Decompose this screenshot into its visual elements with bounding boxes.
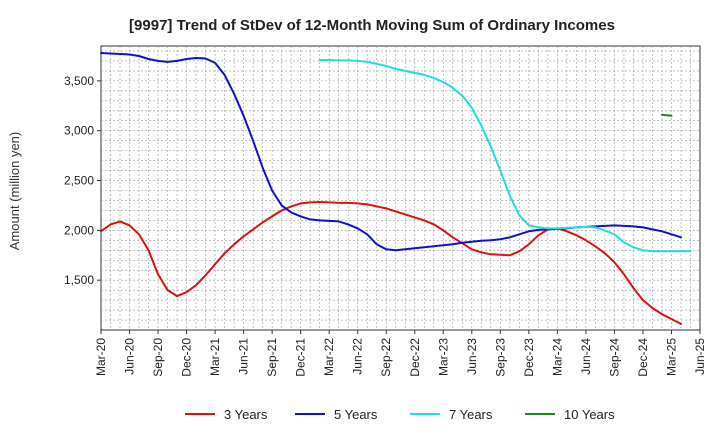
series-layer: [100, 52, 692, 325]
x-tick-label: Jun-20: [123, 338, 137, 375]
legend: 3 Years 5 Years 7 Years 10 Years: [185, 407, 615, 422]
y-tick-label: 3,000: [64, 124, 94, 138]
series-line-7-years: [318, 59, 692, 253]
legend-label: 10 Years: [564, 407, 615, 422]
legend-label: 5 Years: [334, 407, 378, 422]
x-tick-label: Dec-24: [636, 338, 650, 377]
x-tick-label: Dec-23: [522, 338, 536, 377]
x-tick-label: Sep-23: [493, 338, 507, 377]
x-tick-label: Mar-23: [436, 338, 450, 376]
chart-title: [9997] Trend of StDev of 12-Month Moving…: [129, 17, 615, 34]
x-tick-label: Jun-22: [351, 338, 365, 375]
legend-label: 3 Years: [224, 407, 268, 422]
y-tick-label: 2,000: [64, 223, 94, 237]
legend-item-7-years: 7 Years: [410, 407, 493, 422]
x-tick-label: Sep-24: [607, 338, 621, 377]
x-tick-label: Jun-25: [693, 338, 707, 375]
legend-item-10-years: 10 Years: [525, 407, 615, 422]
x-tick-label: Jun-24: [579, 338, 593, 375]
y-tick-label: 2,500: [64, 174, 94, 188]
legend-item-3-years: 3 Years: [185, 407, 268, 422]
x-tick-label: Mar-21: [208, 338, 222, 376]
y-axis-label: Amount (million yen): [7, 132, 22, 251]
x-tick-label: Mar-20: [94, 338, 108, 376]
y-tick-label: 3,500: [64, 74, 94, 88]
x-axis: Mar-20 Jun-20 Sep-20 Dec-20 Mar-21 Jun-21 Sep-…: [94, 330, 707, 377]
x-tick-label: Jun-21: [237, 338, 251, 375]
legend-label: 7 Years: [449, 407, 493, 422]
x-tick-label: Sep-20: [151, 338, 165, 377]
x-tick-label: Dec-22: [408, 338, 422, 377]
series-line-3-years: [100, 201, 682, 325]
x-tick-label: Mar-25: [664, 338, 678, 376]
x-tick-label: Mar-24: [550, 338, 564, 376]
grid-lines: [101, 46, 700, 330]
x-tick-label: Mar-22: [322, 338, 336, 376]
x-tick-label: Sep-22: [379, 338, 393, 377]
x-tick-label: Dec-21: [294, 338, 308, 377]
x-tick-label: Sep-21: [265, 338, 279, 377]
series-line-10-years: [661, 113, 673, 117]
plot-area: [100, 45, 701, 331]
x-tick-label: Dec-20: [180, 338, 194, 377]
y-tick-label: 1,500: [64, 273, 94, 287]
x-tick-label: Jun-23: [465, 338, 479, 375]
legend-item-5-years: 5 Years: [295, 407, 378, 422]
y-axis: 1,500 2,000 2,500 3,000 3,500: [64, 74, 101, 287]
plot-frame: [100, 45, 701, 331]
